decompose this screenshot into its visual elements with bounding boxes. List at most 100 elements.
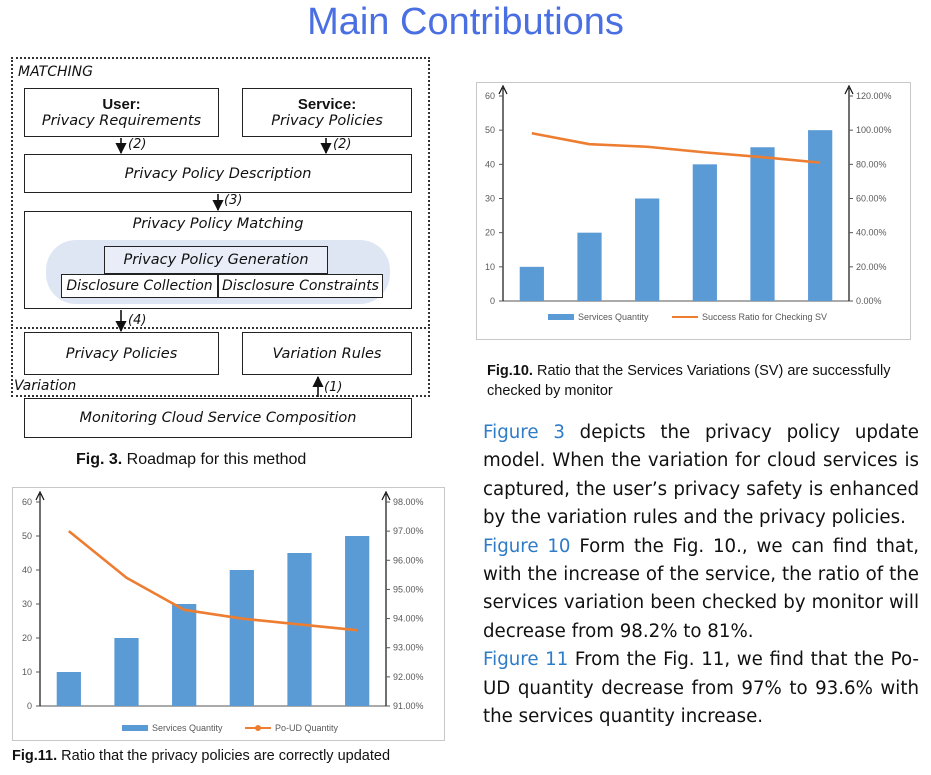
legend-bar-label: Services Quantity [152, 723, 223, 733]
variation-region [11, 327, 430, 397]
left-tick-label: 30 [485, 194, 495, 204]
line-series [68, 530, 358, 632]
fig10-chart: 0 10 20 30 40 50 60 0.00% 20.00% 40.00% 60.00% 80.0… [485, 84, 892, 322]
variation-label: Variation [14, 378, 77, 394]
policy-generation-box: Privacy Policy Generation [104, 246, 328, 274]
user-title: User: [102, 96, 141, 113]
fig11-chart: 0 10 20 30 40 50 60 91.00% 92.00% 93.00% 94.00% 95.… [22, 490, 424, 733]
left-tick-label: 10 [485, 262, 495, 272]
monitoring-box: Monitoring Cloud Service Composition [24, 398, 412, 438]
bar [114, 638, 139, 706]
fig10-caption-text: Ratio that the Services Variations (SV) … [487, 363, 891, 399]
bar [56, 672, 81, 706]
arrow-label-2b: (2) [333, 137, 352, 152]
left-tick-label: 60 [22, 497, 32, 507]
fig3-caption: Fig. 3. Roadmap for this method [76, 451, 306, 469]
right-tick-label: 98.00% [393, 497, 424, 507]
right-axis-arrow [844, 84, 854, 95]
bar [229, 570, 254, 706]
disclosure-collection-box: Disclosure Collection [61, 274, 218, 298]
arrow-label-4: (4) [128, 313, 147, 328]
service-box: Service: Privacy Policies [242, 88, 412, 137]
left-tick-label: 60 [485, 91, 495, 101]
right-tick-label: 100.00% [856, 125, 892, 135]
right-tick-label: 80.00% [856, 159, 887, 169]
right-tick-label: 0.00% [856, 296, 882, 306]
fig11-caption-text: Ratio that the privacy policies are corr… [57, 748, 391, 764]
user-box: User: Privacy Requirements [24, 88, 219, 137]
matching-label: MATCHING [18, 64, 93, 80]
right-tick-label: 60.00% [856, 194, 887, 204]
legend-line-label: Success Ratio for Checking SV [702, 312, 827, 322]
service-title: Service: [297, 96, 357, 113]
left-tick-label: 0 [490, 296, 495, 306]
right-tick-label: 93.00% [393, 643, 424, 653]
diagram-arrows [115, 138, 332, 397]
left-tick-label: 0 [27, 701, 32, 711]
fig11-frame [12, 487, 445, 741]
user-sub: Privacy Requirements [41, 113, 202, 129]
left-tick-label: 10 [22, 667, 32, 677]
left-tick-label: 30 [22, 599, 32, 609]
bar [808, 130, 833, 301]
bar [519, 266, 544, 301]
paragraph-fig10-text: Form the Fig. 10., we can find that, wit… [483, 535, 919, 642]
fig11-caption: Fig.11. Ratio that the privacy policies … [12, 748, 390, 764]
paragraph-fig11-text: From the Fig. 11, we find that the Po-UD… [483, 649, 919, 728]
paragraph-fig3-text: depicts the privacy policy update model.… [483, 422, 919, 529]
left-tick-label: 50 [22, 531, 32, 541]
paragraph-fig3: Figure 3 depicts the privacy policy upda… [483, 419, 919, 533]
paragraph-fig11: Figure 11 From the Fig. 11, we find that… [483, 646, 919, 731]
privacy-policies-box: Privacy Policies [24, 332, 219, 375]
arrow-label-2a: (2) [128, 137, 147, 152]
right-tick-label: 96.00% [393, 555, 424, 565]
legend-line-marker [255, 725, 261, 731]
figure-11-link[interactable]: Figure 11 [483, 649, 569, 671]
arrow-label-1: (1) [324, 380, 343, 395]
paragraph-fig10: Figure 10 Form the Fig. 10., we can find… [483, 533, 919, 647]
bar [172, 604, 197, 706]
left-tick-label: 20 [22, 633, 32, 643]
fig10-caption-label: Fig.10. [487, 363, 533, 379]
legend-bar-swatch [548, 314, 574, 320]
legend-bar-label: Services Quantity [578, 312, 649, 322]
body-text: Figure 3 depicts the privacy policy upda… [483, 419, 919, 731]
right-tick-label: 91.00% [393, 701, 424, 711]
right-tick-label: 97.00% [393, 526, 424, 536]
fig10-caption: Fig.10. Ratio that the Services Variatio… [487, 361, 927, 401]
fig11-caption-label: Fig.11. [12, 748, 58, 764]
policy-description-box: Privacy Policy Description [24, 154, 412, 193]
legend-line-label: Po-UD Quantity [275, 723, 339, 733]
bar [287, 553, 312, 706]
right-tick-label: 94.00% [393, 614, 424, 624]
left-tick-label: 40 [485, 159, 495, 169]
policy-matching-label: Privacy Policy Matching [132, 216, 304, 232]
figure-3-link[interactable]: Figure 3 [483, 422, 565, 443]
left-axis-arrow [498, 84, 508, 95]
bar [692, 164, 717, 301]
right-tick-label: 120.00% [856, 91, 892, 101]
left-tick-label: 40 [22, 565, 32, 575]
right-tick-label: 95.00% [393, 584, 424, 594]
fig3-caption-text: Roadmap for this method [122, 451, 307, 468]
line-series [531, 131, 821, 164]
legend-bar-swatch [122, 725, 148, 731]
variation-rules-box: Variation Rules [242, 332, 412, 375]
right-tick-label: 20.00% [856, 262, 887, 272]
bar [750, 147, 775, 301]
fig3-caption-label: Fig. 3. [76, 451, 123, 468]
right-tick-label: 92.00% [393, 672, 424, 682]
service-sub: Privacy Policies [271, 113, 383, 129]
right-axis-arrow [381, 490, 391, 501]
disclosure-constraints-box: Disclosure Constraints [218, 274, 383, 298]
figure-10-link[interactable]: Figure 10 [483, 535, 571, 557]
left-tick-label: 50 [485, 125, 495, 135]
right-tick-label: 40.00% [856, 228, 887, 238]
arrow-label-3: (3) [224, 193, 243, 208]
left-tick-label: 20 [485, 228, 495, 238]
bar [345, 536, 370, 706]
bar [577, 232, 602, 301]
page-title: Main Contributions [307, 1, 624, 43]
left-axis-arrow [35, 490, 45, 501]
bar [635, 198, 660, 301]
